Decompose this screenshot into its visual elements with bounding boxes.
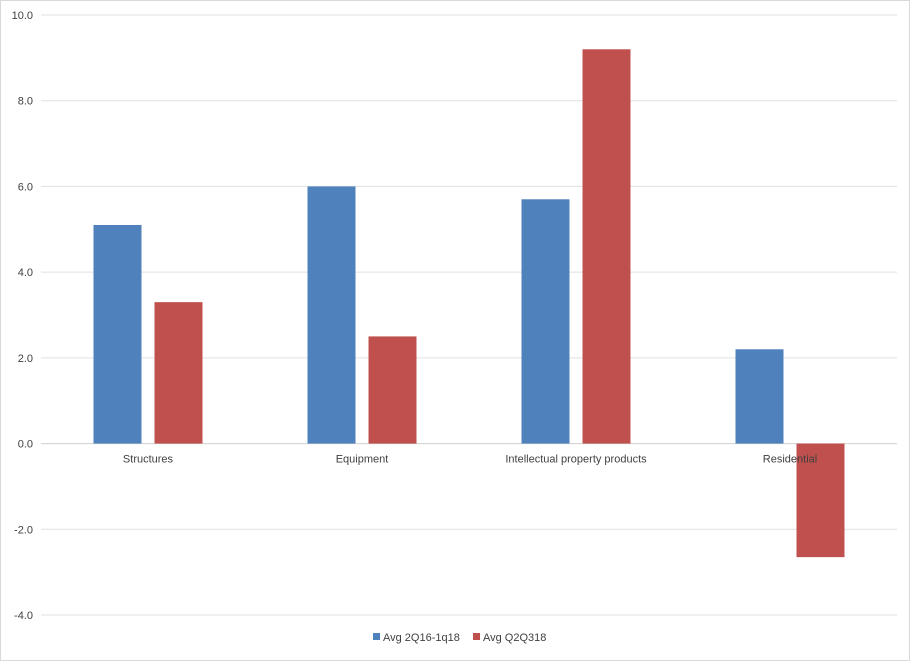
bar-series1: [307, 186, 356, 444]
y-tick-label: 8.0: [18, 96, 33, 108]
bar-series2: [154, 302, 203, 444]
y-tick-label: 10.0: [12, 10, 33, 22]
bar-series2: [368, 336, 417, 444]
y-tick-label: 0.0: [18, 439, 33, 451]
category-label: Structures: [123, 454, 174, 466]
y-tick-label: -4.0: [14, 610, 33, 622]
y-tick-label: 2.0: [18, 353, 33, 365]
category-label: Intellectual property products: [505, 454, 647, 466]
bars: [93, 49, 845, 558]
y-tick-label: 6.0: [18, 181, 33, 193]
legend-swatch: [373, 633, 380, 640]
bar-series2: [582, 49, 631, 444]
y-tick-label: 4.0: [18, 267, 33, 279]
bar-series1: [521, 199, 570, 444]
legend-label: Avg Q2Q318: [483, 632, 546, 644]
category-labels: Structures Equipment Intellectual property…: [123, 454, 817, 466]
legend: Avg 2Q16-1q18 Avg Q2Q318: [373, 632, 546, 644]
bar-series1: [93, 225, 142, 444]
bar-series2: [796, 443, 845, 558]
bar-series1: [735, 349, 784, 444]
y-axis-tick-labels: 10.0 8.0 6.0 4.0 2.0 0.0 -2.0 -4.0: [12, 10, 33, 622]
legend-label: Avg 2Q16-1q18: [383, 632, 460, 644]
category-label: Residential: [763, 454, 817, 466]
legend-swatch: [473, 633, 480, 640]
y-tick-label: -2.0: [14, 524, 33, 536]
category-label: Equipment: [336, 454, 389, 466]
